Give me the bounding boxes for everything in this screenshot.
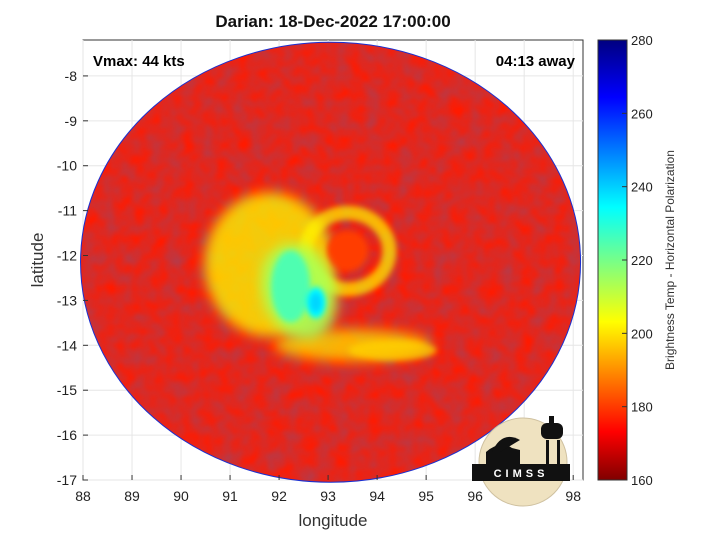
- colorbar-tick-label: 200: [631, 326, 653, 341]
- colorbar-tick-label: 180: [631, 400, 653, 415]
- outer-band-south-fragment: [348, 340, 437, 361]
- y-tick-label: -17: [57, 472, 77, 488]
- x-tick-label: 88: [75, 488, 91, 504]
- inner-band-yellow: [271, 250, 311, 323]
- time-away-label: 04:13 away: [495, 53, 575, 70]
- convective-core: [309, 292, 322, 313]
- x-tick-label: 92: [271, 488, 287, 504]
- x-tick-label: 95: [418, 488, 434, 504]
- y-tick-label: -11: [58, 203, 77, 219]
- y-tick-label: -10: [57, 158, 77, 174]
- cimss-logo: CIMSS: [472, 416, 570, 507]
- colorbar-ticks: 280 260 240 220 200 180 160: [622, 33, 653, 488]
- x-tick-label: 89: [124, 488, 140, 504]
- y-tick-label: -9: [65, 113, 78, 129]
- map-title: Darian: 18-Dec-2022 17:00:00: [215, 12, 451, 31]
- y-tick-label: -15: [57, 382, 77, 398]
- microwave-swath: [80, 42, 581, 483]
- x-tick-label: 94: [369, 488, 385, 504]
- x-tick-label: 91: [222, 488, 238, 504]
- storm-structure: [204, 192, 437, 362]
- x-tick-label: 96: [467, 488, 483, 504]
- y-tick-label: -12: [57, 248, 77, 264]
- x-axis-label: longitude: [298, 511, 368, 530]
- x-tick-label: 90: [173, 488, 189, 504]
- y-tick-label: -8: [65, 68, 78, 84]
- cimss-logo-text: CIMSS: [494, 468, 549, 480]
- y-tick-label: -14: [57, 337, 77, 353]
- y-tick-label: -16: [57, 427, 77, 443]
- colorbar-label: Brightness Temp - Horizontal Polarizatio…: [663, 150, 677, 370]
- colorbar-tick-label: 240: [631, 180, 653, 195]
- y-axis-ticks: -8 -9 -10 -11 -12 -13 -14 -15 -16 -17: [57, 68, 88, 488]
- colorbar-tick-label: 280: [631, 33, 653, 48]
- colorbar-tick-label: 160: [631, 473, 653, 488]
- x-tick-label: 98: [565, 488, 581, 504]
- colorbar-tick-label: 260: [631, 106, 653, 121]
- x-tick-label: 93: [320, 488, 336, 504]
- colorbar-tick-label: 220: [631, 253, 653, 268]
- storm-eye: [327, 230, 369, 272]
- vmax-label: Vmax: 44 kts: [93, 53, 185, 70]
- swath-edge: [80, 41, 582, 483]
- y-tick-label: -13: [57, 292, 77, 308]
- y-axis-label: latitude: [28, 232, 47, 288]
